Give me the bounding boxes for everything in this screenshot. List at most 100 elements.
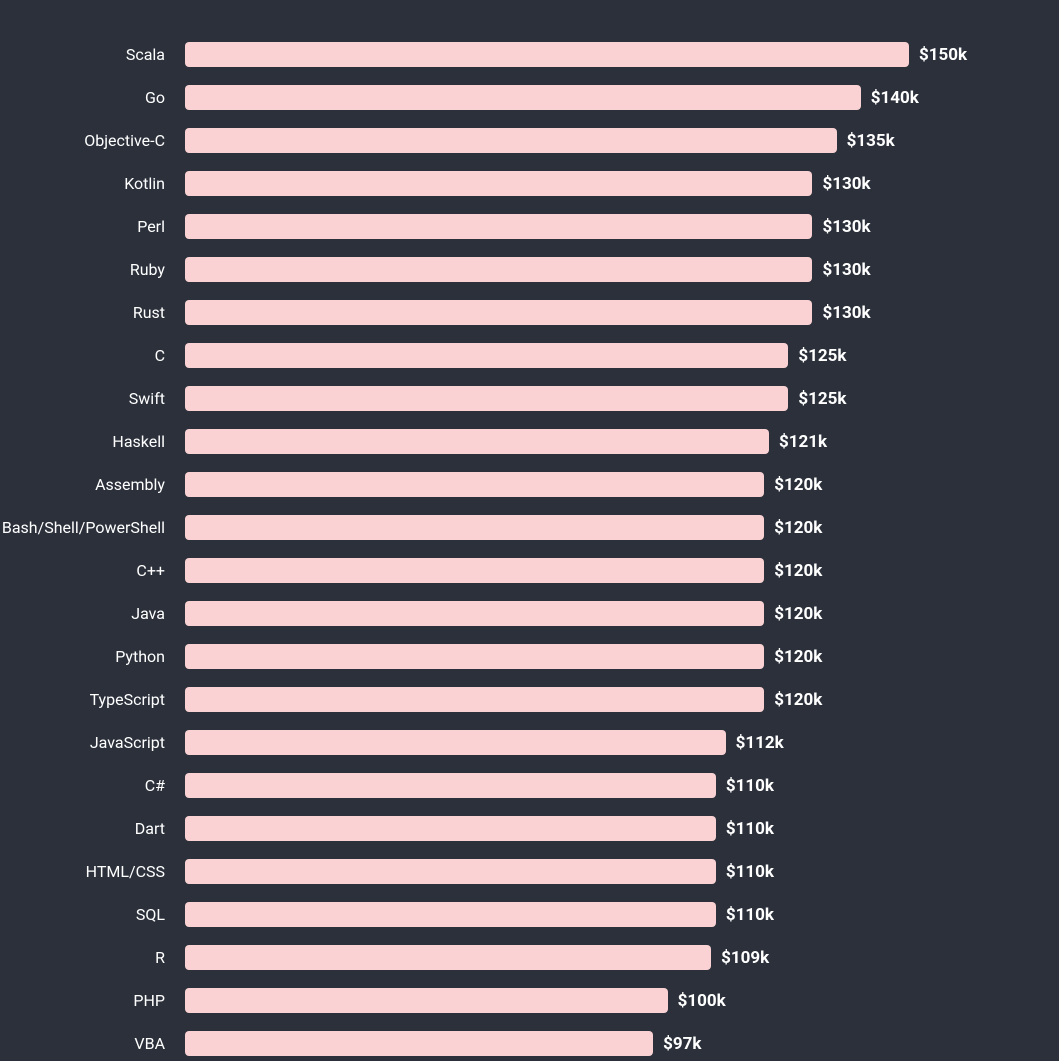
bar-value: $130k [812, 217, 870, 237]
bar-value: $150k [909, 45, 967, 65]
bar-fill [185, 85, 861, 110]
bar-fill [185, 1031, 653, 1056]
bar-value: $109k [711, 948, 769, 968]
chart-row: Ruby $130k [0, 248, 1059, 291]
bar-track: $135k [185, 128, 909, 153]
bar-label: Bash/Shell/PowerShell [0, 518, 185, 537]
bar-track: $110k [185, 902, 909, 927]
bar-value: $130k [812, 174, 870, 194]
bar-label: Dart [0, 819, 185, 838]
bar-track: $130k [185, 257, 909, 282]
bar-fill [185, 988, 668, 1013]
bar-value: $125k [788, 389, 846, 409]
bar-label: Kotlin [0, 174, 185, 193]
chart-row: JavaScript $112k [0, 721, 1059, 764]
chart-row: VBA$97k [0, 1022, 1059, 1061]
bar-track: $130k [185, 171, 909, 196]
chart-row: Perl$130k [0, 205, 1059, 248]
bar-label: Swift [0, 389, 185, 408]
chart-row: HTML/CSS $110k [0, 850, 1059, 893]
bar-label: C++ [0, 561, 185, 580]
chart-row: Swift $125k [0, 377, 1059, 420]
bar-track: $125k [185, 386, 909, 411]
bar-value: $112k [726, 733, 784, 753]
bar-value: $97k [653, 1034, 701, 1054]
bar-fill [185, 343, 788, 368]
chart-row: C++ $120k [0, 549, 1059, 592]
bar-label: Objective-C [0, 131, 185, 150]
bar-track: $121k [185, 429, 909, 454]
bar-value: $130k [812, 260, 870, 280]
bar-track: $120k [185, 687, 909, 712]
bar-value: $125k [788, 346, 846, 366]
chart-row: Go$140k [0, 76, 1059, 119]
chart-row: Assembly $120k [0, 463, 1059, 506]
bar-track: $97k [185, 1031, 909, 1056]
bar-track: $110k [185, 773, 909, 798]
salary-by-language-chart: Scala$150kGo$140kObjective-C$135kKotlin$… [0, 0, 1059, 1061]
bar-value: $140k [861, 88, 919, 108]
bar-fill [185, 214, 812, 239]
bar-value: $110k [716, 862, 774, 882]
bar-value: $135k [837, 131, 895, 151]
bar-track: $110k [185, 816, 909, 841]
chart-row: Haskell$121k [0, 420, 1059, 463]
chart-row: TypeScript $120k [0, 678, 1059, 721]
bar-fill [185, 945, 711, 970]
bar-value: $100k [668, 991, 726, 1011]
bar-fill [185, 472, 764, 497]
bar-value: $120k [764, 690, 822, 710]
bar-label: Assembly [0, 475, 185, 494]
bar-track: $112k [185, 730, 909, 755]
bar-track: $150k [185, 42, 909, 67]
bar-label: HTML/CSS [0, 862, 185, 881]
bar-label: Java [0, 604, 185, 623]
bar-fill [185, 773, 716, 798]
bar-value: $110k [716, 905, 774, 925]
chart-row: Kotlin $130k [0, 162, 1059, 205]
bar-fill [185, 429, 769, 454]
bar-value: $110k [716, 819, 774, 839]
bar-value: $120k [764, 475, 822, 495]
bar-fill [185, 386, 788, 411]
bar-track: $100k [185, 988, 909, 1013]
bar-label: Rust [0, 303, 185, 322]
bar-fill [185, 601, 764, 626]
bar-fill [185, 859, 716, 884]
bar-fill [185, 257, 812, 282]
chart-row: C#$110k [0, 764, 1059, 807]
chart-row: SQL $110k [0, 893, 1059, 936]
bar-track: $120k [185, 558, 909, 583]
bar-fill [185, 902, 716, 927]
bar-track: $120k [185, 601, 909, 626]
bar-fill [185, 128, 837, 153]
chart-row: Dart $110k [0, 807, 1059, 850]
chart-row: Bash/Shell/PowerShell $120k [0, 506, 1059, 549]
bar-track: $120k [185, 515, 909, 540]
bar-fill [185, 42, 909, 67]
bar-fill [185, 730, 726, 755]
bar-value: $120k [764, 561, 822, 581]
bar-track: $130k [185, 300, 909, 325]
chart-row: PHP $100k [0, 979, 1059, 1022]
bar-value: $110k [716, 776, 774, 796]
bar-label: SQL [0, 905, 185, 924]
chart-row: Python $120k [0, 635, 1059, 678]
bar-fill [185, 687, 764, 712]
chart-row: Rust$130k [0, 291, 1059, 334]
bar-value: $120k [764, 518, 822, 538]
bar-value: $120k [764, 647, 822, 667]
bar-track: $110k [185, 859, 909, 884]
bar-label: Go [0, 88, 185, 107]
bar-fill [185, 171, 812, 196]
bar-label: PHP [0, 991, 185, 1010]
bar-fill [185, 558, 764, 583]
bar-track: $140k [185, 85, 909, 110]
bar-track: $120k [185, 644, 909, 669]
bar-label: Python [0, 647, 185, 666]
chart-row: Java$120k [0, 592, 1059, 635]
bar-label: JavaScript [0, 733, 185, 752]
bar-label: Ruby [0, 260, 185, 279]
bar-label: TypeScript [0, 690, 185, 709]
chart-row: C$125k [0, 334, 1059, 377]
